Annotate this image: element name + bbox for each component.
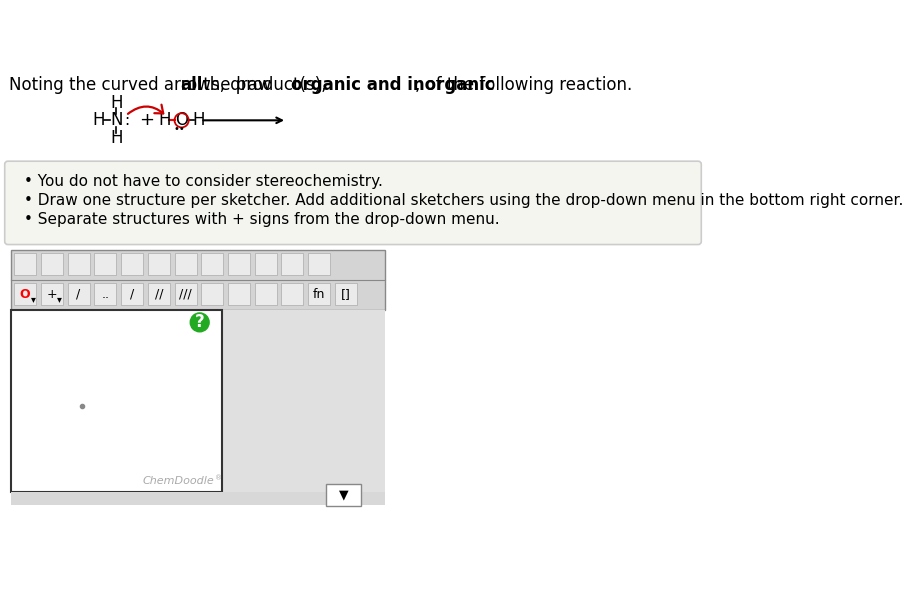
Text: O: O (175, 111, 188, 129)
Text: +: + (139, 111, 154, 129)
Bar (228, 253, 250, 275)
FancyArrowPatch shape (128, 105, 163, 114)
Text: • Separate structures with + signs from the drop-down menu.: • Separate structures with + signs from … (24, 212, 500, 226)
Bar (68, 283, 90, 305)
Bar (282, 253, 304, 275)
Text: +: + (47, 287, 58, 300)
Text: //: // (155, 287, 163, 300)
Text: /: / (130, 287, 135, 300)
Text: /: / (77, 287, 81, 300)
Bar (327, 485, 361, 507)
Bar (335, 283, 357, 305)
Text: , of the following reaction.: , of the following reaction. (415, 76, 632, 94)
Text: • You do not have to consider stereochemistry.: • You do not have to consider stereochem… (24, 174, 382, 189)
Bar (254, 253, 276, 275)
Bar (228, 283, 250, 305)
Bar (11, 310, 385, 503)
Bar (94, 253, 116, 275)
Bar (175, 253, 197, 275)
Text: ▼: ▼ (339, 489, 349, 502)
Bar (11, 250, 385, 310)
Bar (11, 310, 221, 492)
Text: ••: •• (173, 124, 185, 134)
Bar (201, 283, 223, 305)
Text: organic and inorganic: organic and inorganic (291, 76, 495, 94)
Circle shape (190, 313, 210, 332)
Text: Noting the curved arrows, draw: Noting the curved arrows, draw (9, 76, 277, 94)
Text: • Draw one structure per sketcher. Add additional sketchers using the drop-down : • Draw one structure per sketcher. Add a… (24, 193, 903, 207)
Text: :: : (124, 113, 129, 128)
Bar (282, 283, 304, 305)
Text: the product(s),: the product(s), (198, 76, 331, 94)
Text: H: H (110, 94, 123, 112)
Bar (148, 253, 170, 275)
Bar (254, 283, 276, 305)
Bar (201, 253, 223, 275)
Text: ▾: ▾ (30, 294, 36, 304)
Text: O: O (20, 287, 30, 300)
Bar (41, 283, 63, 305)
Text: ..: .. (102, 287, 110, 300)
Bar (41, 253, 63, 275)
Text: []: [] (341, 287, 350, 300)
Text: H: H (158, 111, 170, 129)
Bar (121, 253, 143, 275)
Text: all: all (180, 76, 202, 94)
Bar (308, 283, 330, 305)
Text: ?: ? (195, 313, 205, 331)
Bar (11, 492, 385, 505)
Text: ChemDoodle: ChemDoodle (142, 476, 214, 486)
Bar (121, 283, 143, 305)
Bar (175, 283, 197, 305)
Bar (148, 283, 170, 305)
Bar (94, 283, 116, 305)
FancyBboxPatch shape (5, 161, 701, 244)
Text: ®: ® (215, 475, 221, 481)
Bar (68, 253, 90, 275)
Text: N: N (110, 111, 123, 129)
Text: H: H (110, 129, 123, 147)
Bar (308, 253, 330, 275)
Text: ▾: ▾ (58, 294, 62, 304)
Text: fn: fn (313, 287, 326, 300)
Bar (14, 283, 37, 305)
Text: H: H (92, 111, 105, 129)
Bar (14, 253, 37, 275)
Text: H: H (193, 111, 205, 129)
Text: ///: /// (179, 287, 192, 300)
